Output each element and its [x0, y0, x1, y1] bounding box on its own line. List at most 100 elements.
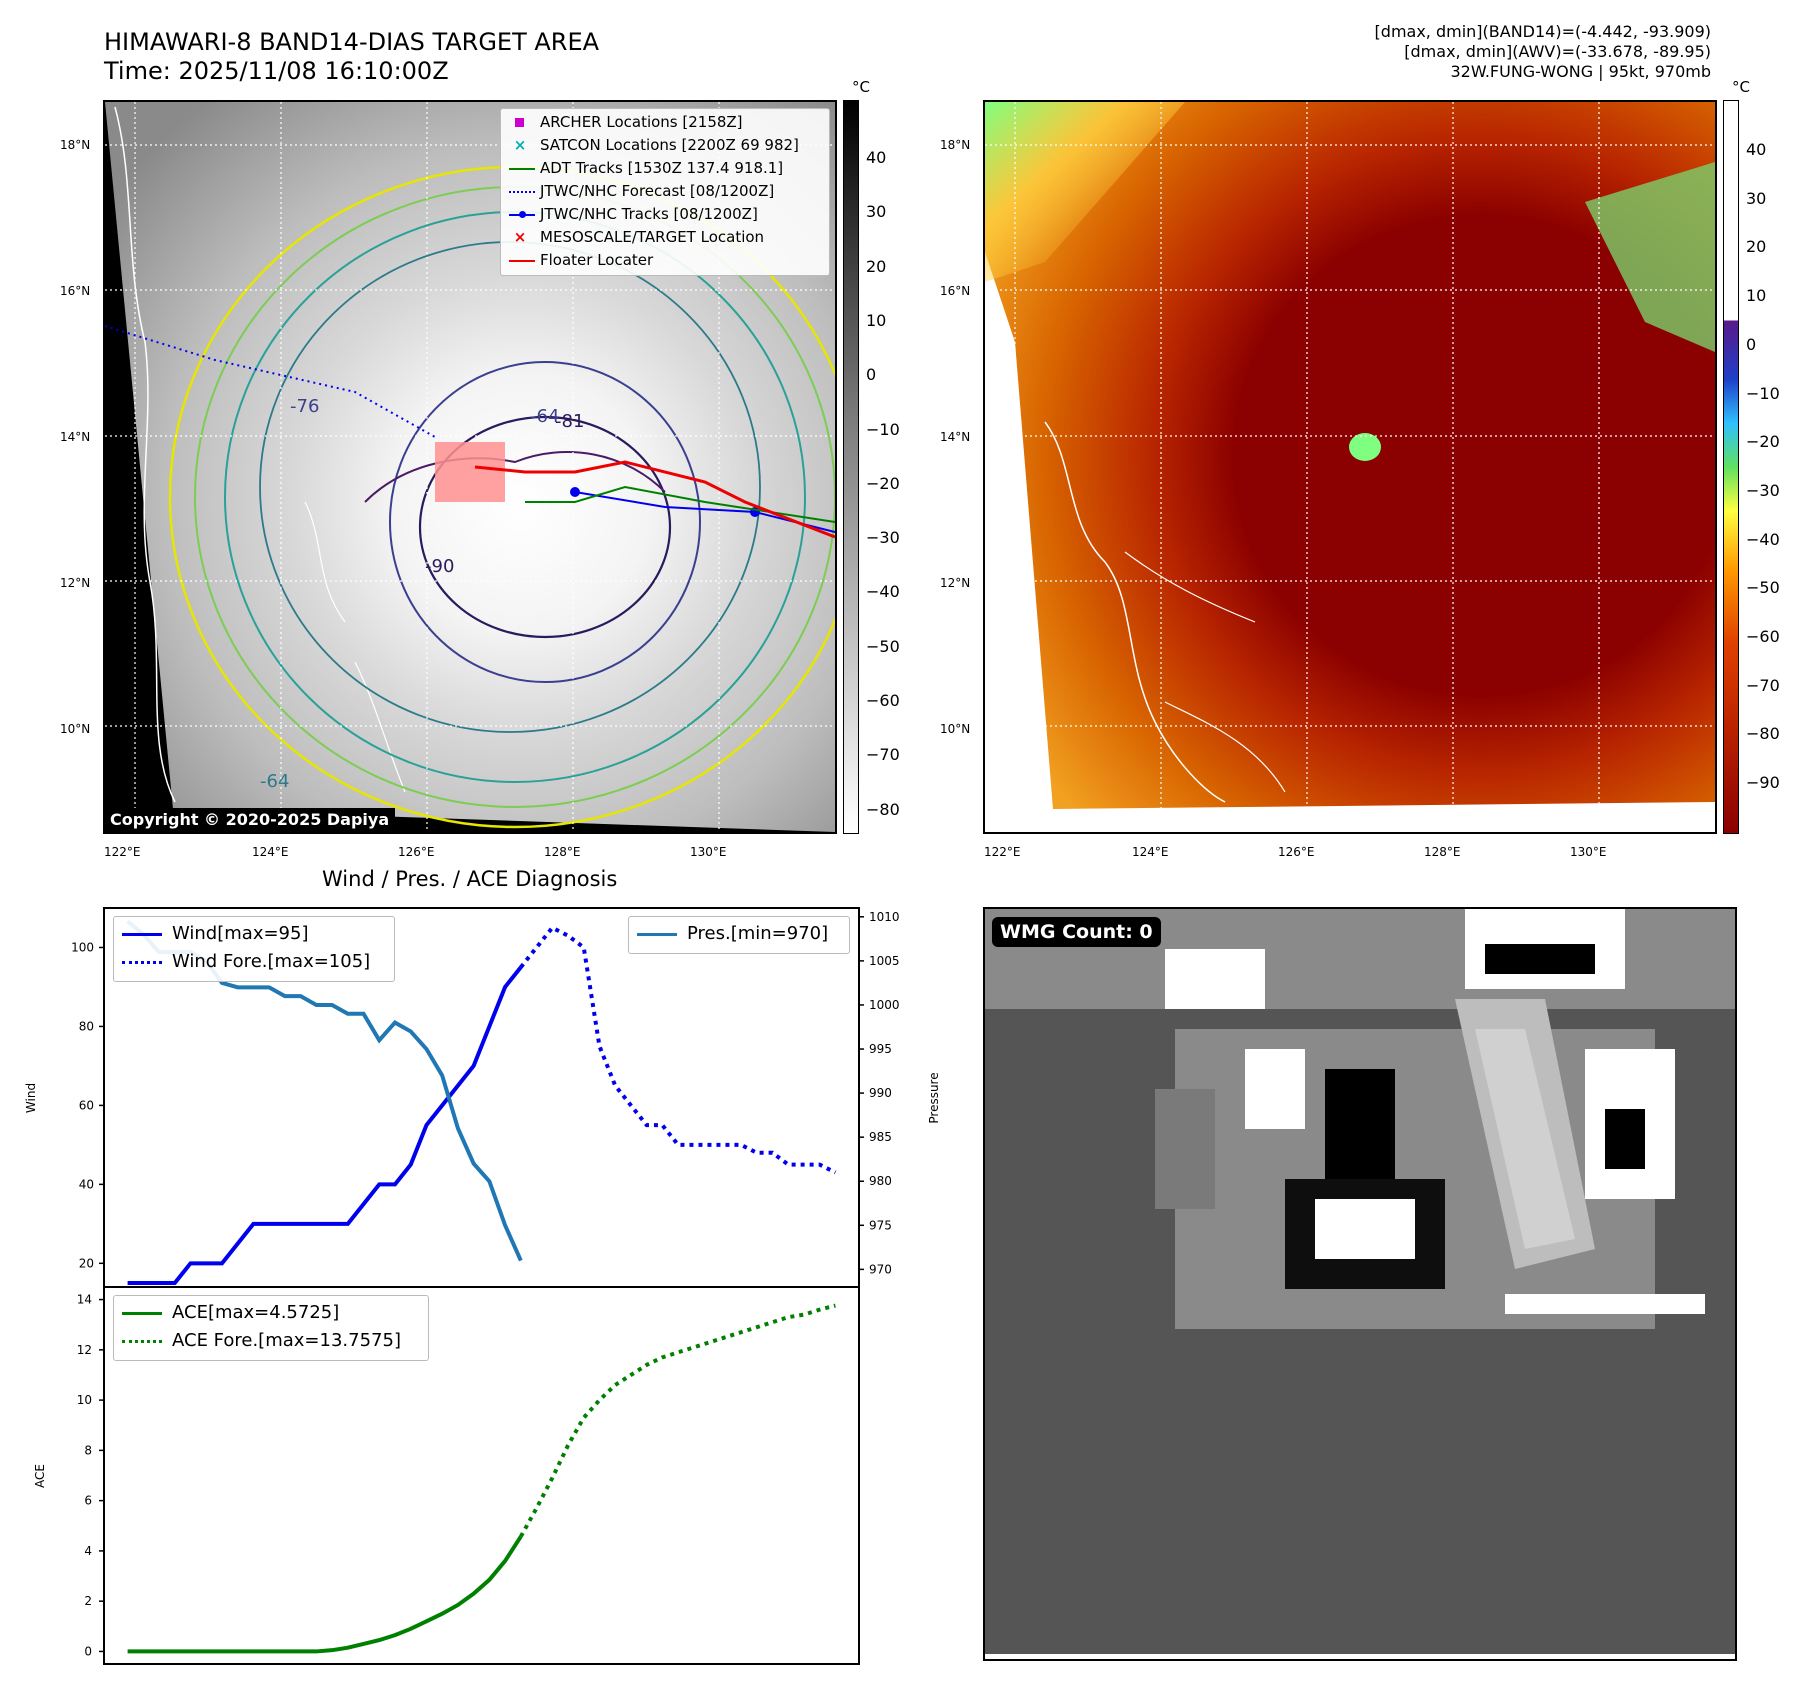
figure-title-line1: HIMAWARI-8 BAND14-DIAS TARGET AREA [104, 28, 600, 56]
copyright-label: Copyright © 2020-2025 Dapiya [104, 808, 396, 831]
pressure-tick-label: 1005 [869, 954, 900, 968]
color-map-image [985, 102, 1715, 832]
wind-line-icon [122, 932, 162, 936]
ace-legend: ACE[max=4.5725] ACE Fore.[max=13.7575] [113, 1295, 429, 1361]
colorbar-tick: −80 [1746, 724, 1780, 744]
colorbar-tick: 10 [1746, 286, 1767, 306]
colorbar-tick: 40 [1746, 140, 1767, 159]
lon-tick: 126°E [398, 845, 435, 859]
lat-tick: 14°N [60, 430, 91, 444]
wmg-image [985, 909, 1735, 1659]
wmg-panel [983, 907, 1737, 1661]
colorbar-tick: 30 [866, 202, 887, 222]
colorbar-tick: −30 [866, 528, 900, 548]
map-legend: ARCHER Locations [2158Z] × SATCON Locatio… [500, 108, 830, 276]
pressure-tick-label: 980 [869, 1174, 892, 1188]
lat-tick: 16°N [940, 284, 971, 298]
colorbar-tick: −10 [866, 419, 900, 439]
lat-tick: 12°N [60, 576, 91, 590]
storm-info-text: 32W.FUNG-WONG | 95kt, 970mb [1450, 62, 1711, 81]
map-gridlines [985, 102, 1715, 832]
color-cloud-field [985, 102, 1715, 809]
pressure-tick-label: 985 [869, 1130, 892, 1144]
ace-tick-label: 8 [84, 1443, 92, 1457]
lat-tick: 10°N [60, 722, 91, 736]
diagnosis-title: Wind / Pres. / ACE Diagnosis [322, 867, 618, 891]
lon-tick: 124°E [1132, 845, 1169, 859]
colorbar-tick: −90 [1746, 773, 1780, 793]
colorbar-tick: −40 [1746, 529, 1780, 549]
lon-tick: 122°E [104, 845, 141, 859]
wind-legend: Wind[max=95] Wind Fore.[max=105] [113, 916, 395, 982]
ace-line-icon [122, 1311, 162, 1315]
lat-tick: 12°N [940, 576, 971, 590]
colorbar-tick: −60 [866, 691, 900, 710]
pressure-axis-label: Pressure [927, 1072, 941, 1123]
contour-label: -64 [260, 771, 289, 792]
ace-tick-label: 4 [84, 1544, 92, 1558]
wind-tick-label: 60 [79, 1098, 94, 1112]
colorbar-tick: −60 [1746, 627, 1780, 646]
lat-tick: 16°N [60, 284, 91, 298]
tracks-line-icon [509, 210, 535, 218]
coastline [1044, 421, 1226, 803]
lon-tick: 122°E [984, 845, 1021, 859]
colorbar-tick: 20 [866, 256, 887, 276]
wind-tick-label: 100 [71, 940, 94, 954]
diagnosis-chart: 1008060402010101005100099599098598097597… [24, 907, 941, 1665]
legend-item-jtwc-tracks: JTWC/NHC Tracks [08/1200Z] [509, 205, 758, 223]
legend-item-satcon: × SATCON Locations [2200Z 69 982] [509, 136, 799, 154]
contour-label: -90 [425, 556, 454, 577]
colorbar-tick: −70 [866, 745, 900, 765]
lat-tick: 10°N [940, 722, 971, 736]
contour-label: -76 [290, 396, 319, 417]
lon-tick: 128°E [1424, 845, 1461, 859]
ace-series-line-0 [127, 1535, 523, 1654]
colorbar-tick: −30 [1746, 480, 1780, 500]
ace-series-line-1 [519, 1303, 836, 1538]
lon-tick: 130°E [1570, 845, 1607, 859]
legend-wind-forecast: Wind Fore.[max=105] [122, 951, 370, 972]
colorbar-tick: −10 [1746, 383, 1780, 403]
archer-marker-icon [515, 118, 524, 127]
wind-tick-label: 20 [79, 1256, 94, 1270]
series-line-0 [127, 965, 523, 1286]
wind-tick-label: 40 [79, 1177, 94, 1191]
ace-tick-label: 14 [77, 1293, 92, 1307]
colorbar-tick: 30 [1746, 188, 1767, 208]
ace-tick-label: 10 [77, 1393, 92, 1407]
coastline [304, 501, 406, 793]
colorbar-tick: −40 [866, 582, 900, 602]
colorbar-left-unit: °C [852, 78, 870, 96]
colorbar-tick: 0 [1746, 334, 1757, 354]
dmax-awv-text: [dmax, dmin](AWV)=(-33.678, -89.95) [1404, 42, 1711, 61]
contour-label: -64 [530, 406, 559, 427]
legend-ace-forecast: ACE Fore.[max=13.7575] [122, 1330, 401, 1351]
mesoscale-marker-icon: × [513, 228, 527, 246]
lon-tick: 124°E [252, 845, 289, 859]
ace-tick-label: 6 [84, 1494, 92, 1508]
forecast-line-icon [509, 190, 535, 193]
legend-pressure: Pres.[min=970] [637, 923, 828, 944]
storm-eye [1349, 433, 1381, 461]
forecast-track-line [105, 325, 436, 438]
wmg-count-label: WMG Count: 0 [992, 917, 1161, 947]
wind-axis-label: Wind [24, 1083, 38, 1113]
legend-item-jtwc-forecast: JTWC/NHC Forecast [08/1200Z] [509, 182, 774, 200]
dmax-band14-text: [dmax, dmin](BAND14)=(-4.442, -93.909) [1374, 22, 1711, 41]
colorbar-tick: −20 [1746, 432, 1780, 452]
colorbar-tick: −20 [866, 473, 900, 493]
pressure-tick-label: 970 [869, 1262, 892, 1276]
colorbar-tick: 10 [866, 310, 887, 330]
colorbar-left [843, 100, 859, 834]
lat-tick: 14°N [940, 430, 971, 444]
ace-tick-label: 0 [84, 1644, 92, 1658]
legend-item-adt: ADT Tracks [1530Z 137.4 918.1] [509, 159, 783, 177]
adt-line-icon [509, 167, 535, 170]
legend-item-floater: Floater Locater [509, 251, 653, 269]
pressure-line-icon [637, 932, 677, 936]
lat-tick: 18°N [940, 138, 971, 152]
floater-locater-line [474, 460, 835, 539]
ace-tick-label: 12 [77, 1343, 92, 1357]
colorbar-tick: −50 [1746, 578, 1780, 598]
